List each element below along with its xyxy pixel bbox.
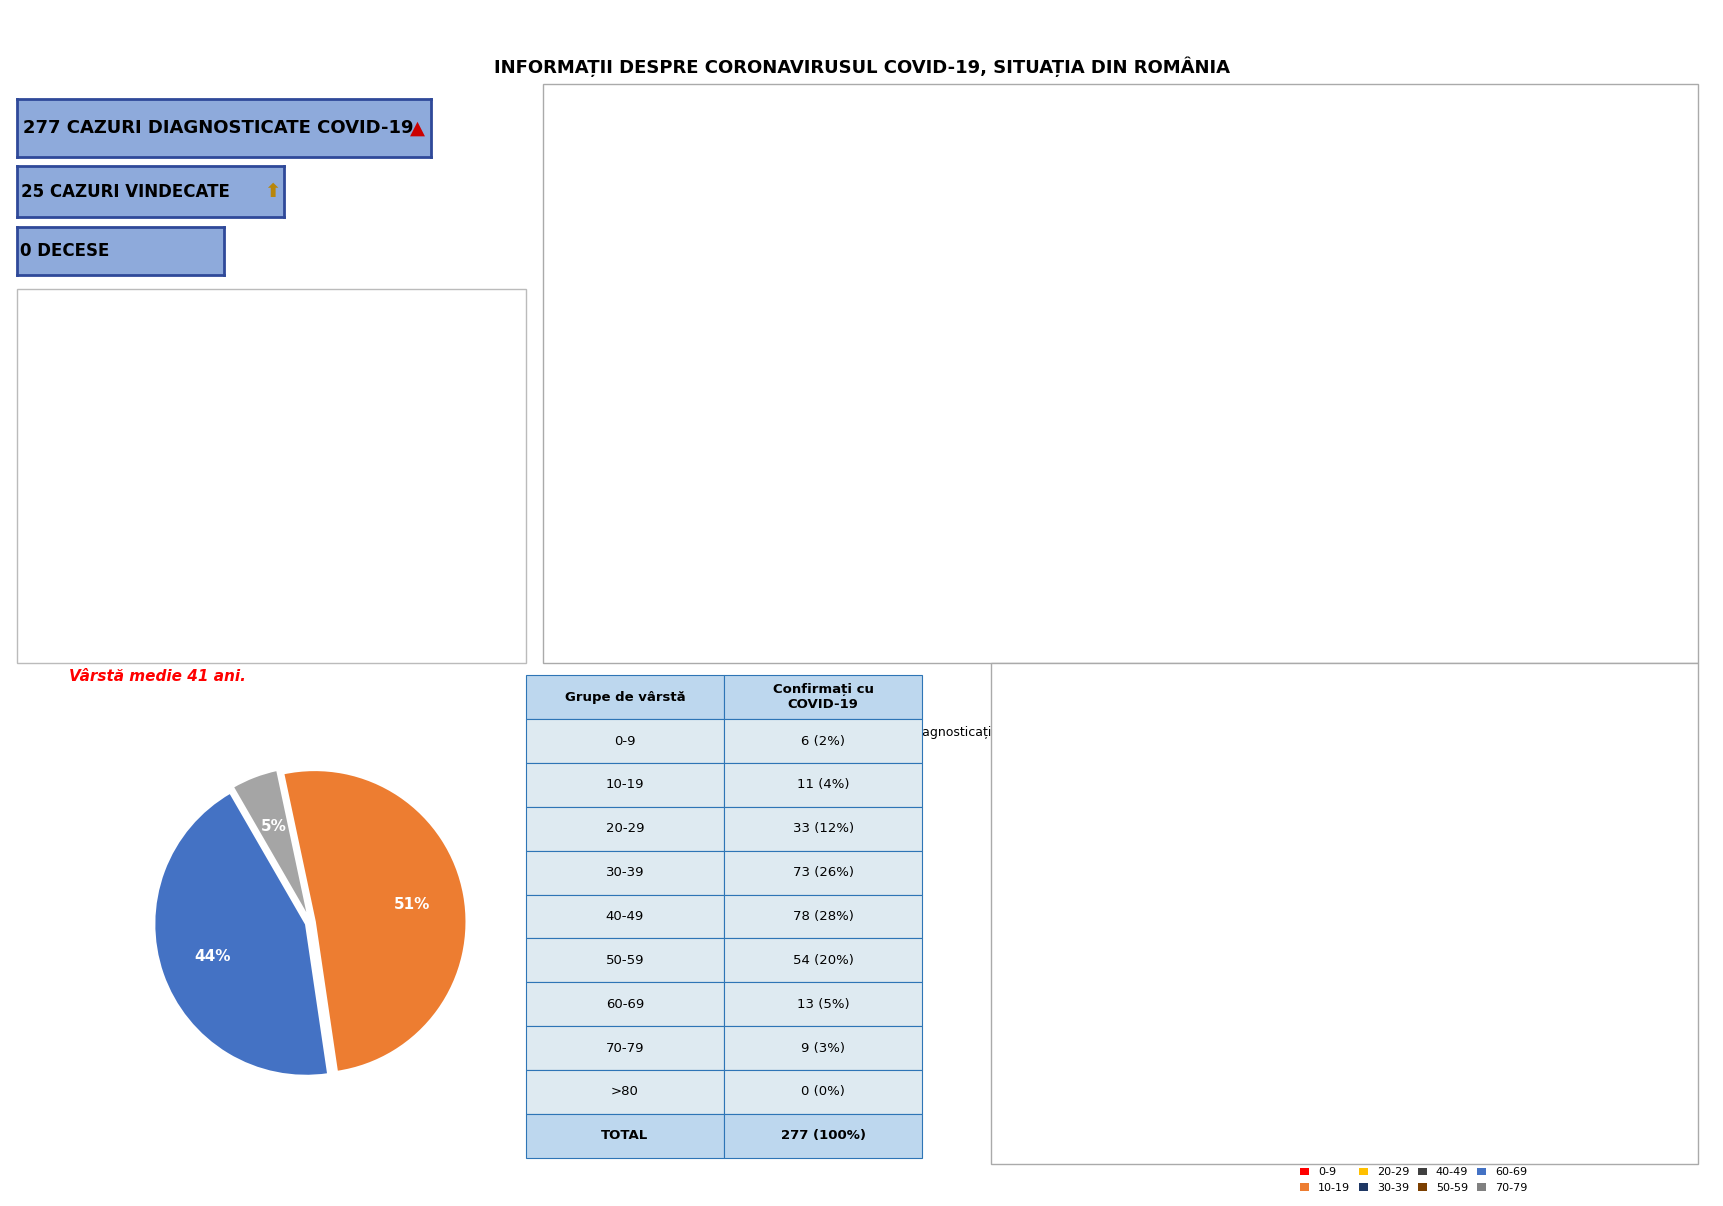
Wedge shape bbox=[1392, 740, 1413, 900]
Bar bbox=[1387, 340, 1401, 579]
Text: 5%: 5% bbox=[260, 819, 286, 833]
Text: Vârstă medie 41 ani.: Vârstă medie 41 ani. bbox=[69, 669, 246, 684]
Text: 72%: 72% bbox=[284, 509, 317, 523]
Wedge shape bbox=[386, 359, 469, 470]
Bar bbox=[1251, 445, 1263, 579]
Bar bbox=[1022, 554, 1036, 579]
Bar bbox=[977, 556, 989, 579]
Legend: 0-9, 10-19, 20-29, 30-39, 40-49, 50-59, 60-69, 70-79: 0-9, 10-19, 20-29, 30-39, 40-49, 50-59, … bbox=[1296, 1163, 1530, 1198]
Wedge shape bbox=[1249, 838, 1408, 1054]
Text: 3%: 3% bbox=[1413, 779, 1435, 792]
Wedge shape bbox=[1418, 763, 1577, 932]
Bar bbox=[1537, 568, 1551, 579]
Wedge shape bbox=[283, 771, 467, 1072]
Wedge shape bbox=[1356, 908, 1571, 1067]
Text: ▲: ▲ bbox=[410, 118, 424, 137]
Text: 20%: 20% bbox=[1506, 847, 1535, 860]
Bar bbox=[612, 578, 624, 579]
Text: 3%: 3% bbox=[426, 391, 450, 404]
Text: 28%: 28% bbox=[1456, 1002, 1485, 1015]
Bar bbox=[1342, 381, 1354, 579]
Bar bbox=[1570, 162, 1583, 579]
Legend: Diagnosticați, cumulat, Vindecați, cumulat, Decese, cumulat: Diagnosticați, cumulat, Vindecați, cumul… bbox=[868, 721, 1397, 744]
Bar bbox=[1434, 302, 1446, 579]
Bar bbox=[839, 570, 853, 579]
Bar bbox=[1583, 552, 1595, 579]
Text: 2%: 2% bbox=[1394, 779, 1416, 792]
Bar bbox=[1525, 187, 1537, 579]
Wedge shape bbox=[1413, 740, 1444, 900]
Text: 12%: 12% bbox=[1316, 810, 1346, 824]
Text: 25 CAZURI VINDECATE: 25 CAZURI VINDECATE bbox=[21, 183, 229, 200]
Text: 44%: 44% bbox=[195, 949, 231, 964]
Wedge shape bbox=[1415, 744, 1490, 900]
Title: Grupe de vârstă: Grupe de vârstă bbox=[1337, 660, 1489, 679]
Bar bbox=[703, 574, 715, 579]
Bar bbox=[1492, 574, 1504, 579]
Wedge shape bbox=[253, 347, 498, 603]
Bar bbox=[1628, 541, 1642, 579]
Bar bbox=[1478, 252, 1492, 579]
Text: 4%: 4% bbox=[1373, 783, 1394, 795]
Wedge shape bbox=[155, 792, 327, 1076]
Text: 26%: 26% bbox=[1287, 942, 1316, 955]
Bar bbox=[886, 566, 898, 579]
Bar bbox=[750, 574, 762, 579]
Bar bbox=[1068, 541, 1080, 579]
Text: 5%: 5% bbox=[1442, 785, 1465, 798]
Text: 277 CAZURI DIAGNOSTICATE COVID-19: 277 CAZURI DIAGNOSTICATE COVID-19 bbox=[24, 119, 414, 136]
Wedge shape bbox=[388, 376, 515, 522]
Bar bbox=[1616, 162, 1628, 579]
Text: 20%: 20% bbox=[457, 445, 491, 459]
Text: 51%: 51% bbox=[393, 897, 429, 912]
Text: 5%: 5% bbox=[405, 380, 429, 393]
Wedge shape bbox=[233, 769, 308, 918]
Bar bbox=[1160, 505, 1172, 579]
Text: ⬆: ⬆ bbox=[264, 182, 281, 201]
Bar bbox=[1113, 511, 1127, 579]
Bar bbox=[930, 560, 944, 579]
Bar bbox=[1204, 482, 1218, 579]
Wedge shape bbox=[1353, 742, 1411, 900]
Text: INFORMAȚII DESPRE CORONAVIRUSUL COVID-19, SITUAȚIA DIN ROMÂNIA: INFORMAȚII DESPRE CORONAVIRUSUL COVID-19… bbox=[495, 57, 1228, 76]
Wedge shape bbox=[1266, 753, 1409, 901]
Bar bbox=[794, 573, 806, 579]
Text: 0 DECESE: 0 DECESE bbox=[21, 242, 110, 259]
Wedge shape bbox=[384, 345, 448, 470]
Bar bbox=[658, 574, 670, 579]
Bar bbox=[1296, 415, 1309, 579]
